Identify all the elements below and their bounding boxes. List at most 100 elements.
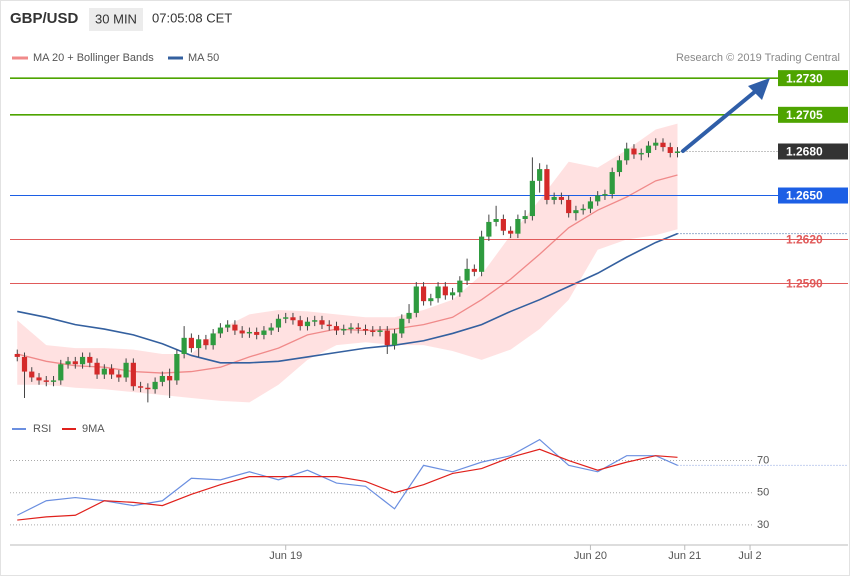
candle-body <box>108 368 115 375</box>
candle-body <box>130 362 136 387</box>
candle-body <box>203 339 209 346</box>
candle-body <box>225 324 231 328</box>
candle-body <box>159 375 165 382</box>
price-chart: 1.2730 1.2705 1.2680 1.2650 1.2620 1.2590 <box>10 70 848 403</box>
candle-body <box>645 145 652 153</box>
candle-body <box>87 356 93 363</box>
candle-body <box>14 353 20 357</box>
candle-body <box>631 148 637 155</box>
candle-body <box>167 375 173 381</box>
candle-body <box>537 169 543 181</box>
candle-body <box>196 339 202 349</box>
y-tick-label: 30 <box>757 519 769 531</box>
candle-body <box>638 152 644 155</box>
candle-body <box>79 356 86 365</box>
candle-body <box>449 292 456 296</box>
candle-body <box>254 331 260 335</box>
ma-line <box>17 232 678 364</box>
candle-body <box>377 330 383 332</box>
legend-label: 9MA <box>82 423 105 435</box>
candle-body <box>341 329 347 331</box>
candle-body <box>152 381 158 390</box>
level-tag <box>778 187 848 204</box>
candle-body <box>348 327 354 330</box>
candle-body <box>370 330 376 332</box>
candle-body <box>667 147 673 153</box>
y-tick-label: 50 <box>757 487 769 499</box>
legend-label: MA 20 + Bollinger Bands <box>33 52 154 64</box>
x-tick-label: Jun 19 <box>269 550 302 562</box>
candle-body <box>493 218 499 222</box>
candle-body <box>580 208 586 211</box>
candle-body <box>566 199 572 214</box>
level-tag <box>778 143 848 160</box>
arrow-shaft <box>681 88 759 153</box>
candle-body <box>232 324 238 331</box>
legend-label: MA 50 <box>188 52 219 64</box>
candle-body <box>660 142 666 148</box>
candle-body <box>609 172 615 195</box>
level-label: 1.2705 <box>786 108 823 122</box>
candle-body <box>587 201 594 209</box>
candle-body <box>268 327 274 331</box>
candle-body <box>50 380 57 382</box>
level-label: 1.2650 <box>786 189 823 203</box>
candle-body <box>72 361 78 365</box>
candle-body <box>261 330 267 335</box>
candle-body <box>428 298 434 302</box>
candle-body <box>174 353 180 381</box>
legend: MA 20 + Bollinger Bands MA 50 RSI 9MA <box>12 52 219 435</box>
candle-body <box>413 286 419 313</box>
candle-body <box>471 268 477 272</box>
candle-body <box>457 280 463 293</box>
candle-body <box>210 333 216 346</box>
y-tick-label: 70 <box>757 454 769 466</box>
credit: Research © 2019 Trading Central <box>676 52 840 64</box>
candle-body <box>290 317 296 321</box>
candle-body <box>145 387 151 390</box>
candle-body <box>319 320 325 325</box>
candle-body <box>616 160 623 173</box>
candle-body <box>94 362 100 375</box>
candle-body <box>399 318 405 334</box>
candle-body <box>137 386 144 388</box>
forecast-arrow <box>681 78 770 153</box>
rsi-line <box>16 438 678 516</box>
candle-body <box>558 196 565 200</box>
candle-body <box>355 327 361 330</box>
candle-body <box>246 331 253 334</box>
candle-body <box>406 312 412 319</box>
candle-body <box>515 218 521 234</box>
candle-body <box>58 364 64 381</box>
candle-body <box>551 196 557 200</box>
level-label: 1.2590 <box>786 277 823 291</box>
candle-body <box>283 317 289 319</box>
candle-body <box>43 380 49 382</box>
candle-body <box>544 169 550 200</box>
candle-body <box>674 151 681 153</box>
candle-body <box>486 221 492 237</box>
candle-body <box>188 337 194 349</box>
candle-body <box>384 330 390 346</box>
candle-body <box>442 286 448 296</box>
candle-body <box>36 377 42 381</box>
candle-body <box>217 327 224 334</box>
candle-body <box>464 268 470 281</box>
candle-body <box>391 333 398 346</box>
arrow-head <box>748 78 770 100</box>
candle-body <box>624 148 630 161</box>
candle-body <box>479 236 485 272</box>
candle-body <box>653 142 659 146</box>
candle-body <box>181 337 187 354</box>
level-tag <box>778 106 848 123</box>
level-label: 1.2730 <box>786 71 823 85</box>
candle-body <box>573 210 579 214</box>
rsi-line <box>17 448 678 521</box>
level-label: 1.2680 <box>786 145 823 159</box>
x-tick-label: Jun 21 <box>668 550 701 562</box>
level-label: 1.2620 <box>786 233 823 247</box>
candle-body <box>500 218 506 231</box>
legend-label: RSI <box>33 423 51 435</box>
candle-body <box>333 326 340 331</box>
candle-body <box>508 230 514 234</box>
